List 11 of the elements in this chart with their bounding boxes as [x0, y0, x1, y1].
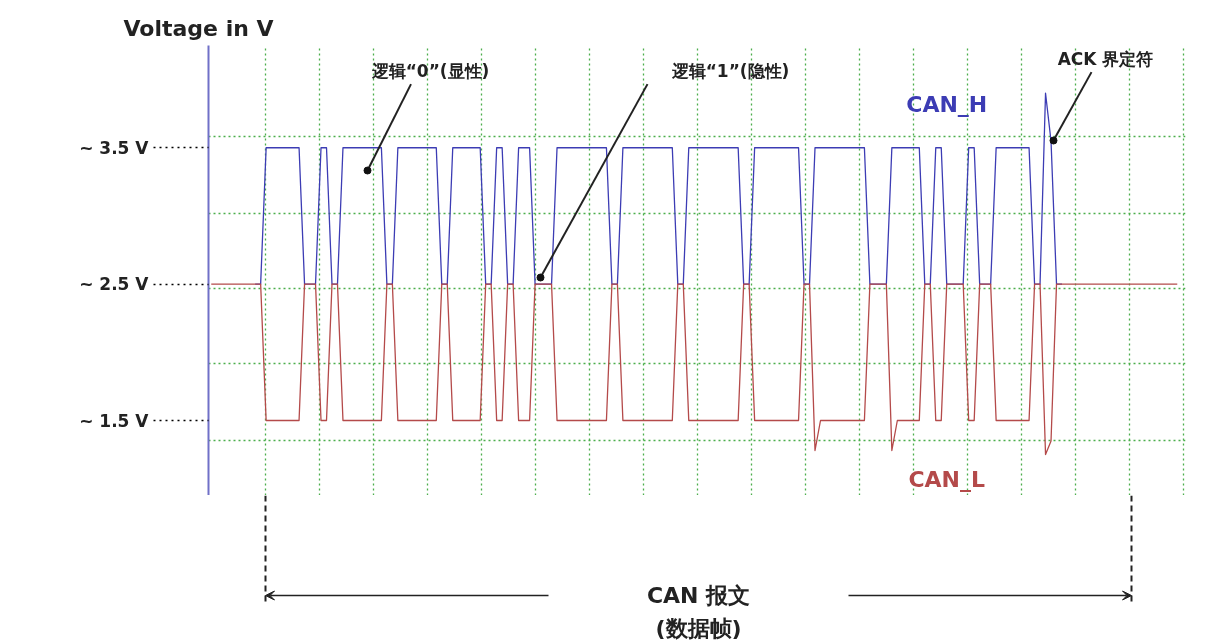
annotation: 逻辑“1”(隐性) — [670, 60, 790, 81]
annotation: ACK 界定符 — [1057, 48, 1154, 69]
y-tick-label: ~ 2.5 V — [79, 274, 150, 295]
y-axis-title: Voltage in V — [123, 15, 274, 41]
series-label: CAN_L — [908, 466, 986, 492]
y-tick-label: ~ 1.5 V — [79, 410, 150, 431]
y-tick-label: ~ 3.5 V — [79, 137, 150, 158]
text: CAN 报文 (数据帧) — [646, 583, 751, 641]
series-label: CAN_H — [906, 91, 988, 117]
annotation: 逻辑“0”(显性) — [370, 60, 490, 81]
line-series — [210, 283, 1178, 456]
